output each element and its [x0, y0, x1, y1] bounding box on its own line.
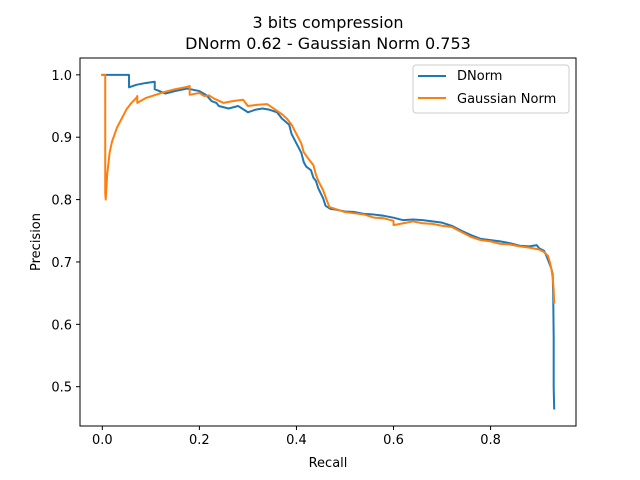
- series-layer: [101, 73, 556, 410]
- legend-label-gaussian-norm: Gaussian Norm: [457, 92, 556, 107]
- x-tick-label: 0.2: [189, 433, 210, 448]
- plot-frame: [79, 57, 577, 427]
- legend-label-dnorm: DNorm: [457, 69, 502, 84]
- legend-box: [412, 64, 570, 114]
- plot-area: [79, 57, 577, 427]
- x-axis-label: Recall: [309, 456, 348, 471]
- series-line-gaussian-norm: [101, 73, 556, 304]
- x-tick-label: 0.8: [480, 433, 501, 448]
- chart-subtitle: DNorm 0.62 - Gaussian Norm 0.753: [185, 34, 471, 53]
- legend: DNorm Gaussian Norm: [412, 64, 570, 114]
- y-tick-label: 0.8: [51, 194, 72, 209]
- series-line-dnorm: [101, 73, 556, 410]
- x-tick-label: 0.4: [286, 433, 307, 448]
- x-tick-label: 0.0: [92, 433, 113, 448]
- y-axis-label: Precision: [29, 213, 44, 271]
- x-axis: 0.0 0.2 0.4 0.6 0.8: [92, 426, 501, 448]
- y-tick-label: 0.9: [51, 131, 72, 146]
- y-tick-label: 0.7: [51, 256, 72, 271]
- x-tick-label: 0.6: [383, 433, 404, 448]
- y-tick-label: 0.6: [51, 318, 72, 333]
- y-tick-label: 0.5: [51, 381, 72, 396]
- y-tick-label: 1.0: [51, 69, 72, 84]
- y-axis: 0.5 0.6 0.7 0.8 0.9 1.0: [51, 69, 80, 396]
- chart-title: 3 bits compression: [252, 13, 403, 32]
